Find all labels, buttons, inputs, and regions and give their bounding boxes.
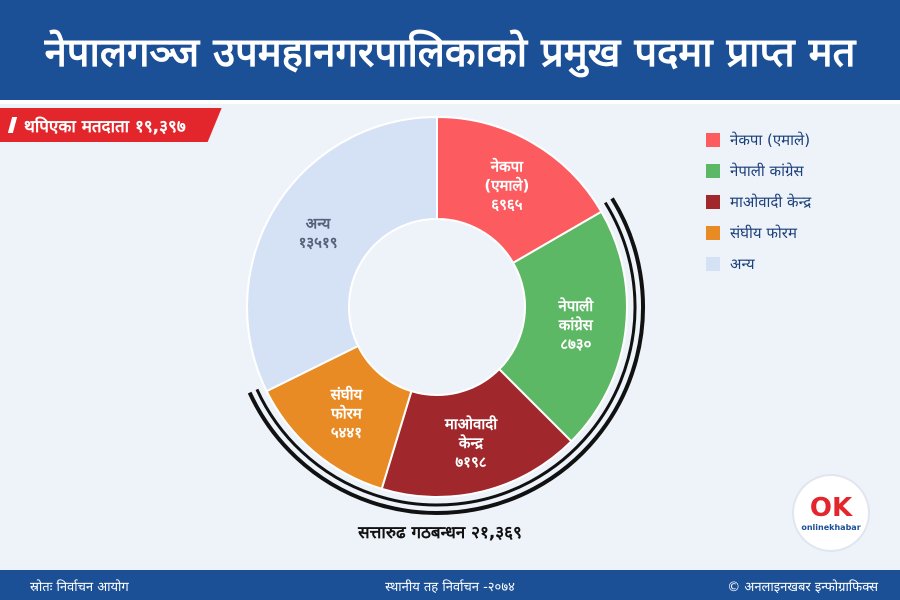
slice-others — [246, 115, 438, 393]
coalition-bracket-arc — [247, 197, 645, 515]
slice-label: संघीय फोरम ५४४१ — [330, 386, 364, 442]
onlinekhabar-logo: OK onlinekhabar — [794, 476, 868, 550]
page-title: नेपालगञ्ज उपमहानगरपालिकाको प्रमुख पदमा प… — [44, 29, 856, 76]
voters-banner: थपिएका मतदाता १९,३९७ — [0, 108, 222, 142]
header-divider — [0, 100, 900, 104]
footer-election: स्थानीय तह निर्वाचन -२०७४ — [385, 580, 515, 595]
logo-text: onlinekhabar — [801, 522, 861, 532]
legend-swatch — [706, 194, 720, 209]
coalition-bracket-arc — [255, 201, 637, 507]
slice-label: नेकपा (एमाले) ६९६५ — [484, 158, 529, 214]
slice-uml — [436, 115, 603, 265]
slice-label: अन्य १३५१९ — [299, 215, 338, 252]
slice-maoist — [380, 367, 573, 498]
coalition-total: सत्तारुढ गठबन्धन २१,३६९ — [358, 523, 522, 543]
footer-bar: स्रोतः निर्वाचन आयोग स्थानीय तह निर्वाचन… — [0, 570, 900, 600]
coalition-bracket — [247, 197, 645, 515]
legend-swatch — [706, 256, 720, 271]
footer-source: स्रोतः निर्वाचन आयोग — [30, 580, 129, 595]
legend-item: संघीय फोरम — [706, 217, 886, 248]
footer-credit: © अनलाइनखबर इन्फोग्राफिक्स — [727, 580, 878, 595]
legend-swatch — [706, 132, 720, 147]
legend-item: माओवादी केन्द्र — [706, 186, 886, 217]
chart-slice-labels: नेकपा (एमाले) ६९६५ नेपाली कांग्रेस ८७३० माओवाद… — [299, 158, 595, 471]
slice-label: माओवादी केन्द्र ७१९८ — [444, 415, 498, 471]
voters-banner-text: थपिएका मतदाता १९,३९७ — [24, 116, 186, 137]
chart-legend: नेकपा (एमाले) नेपाली कांग्रेस माओवादी के… — [706, 124, 886, 279]
legend-label: माओवादी केन्द्र — [730, 192, 812, 211]
legend-label: अन्य — [730, 254, 755, 273]
header-bar: नेपालगञ्ज उपमहानगरपालिकाको प्रमुख पदमा प… — [0, 0, 900, 100]
slice-label: नेपाली कांग्रेस ८७३० — [557, 297, 594, 353]
legend-item: नेपाली कांग्रेस — [706, 155, 886, 186]
legend-label: संघीय फोरम — [730, 223, 797, 242]
legend-swatch — [706, 163, 720, 178]
chart-slices — [246, 115, 628, 498]
legend-label: नेपाली कांग्रेस — [730, 161, 804, 180]
slice-congress — [497, 210, 628, 443]
legend-item: अन्य — [706, 248, 886, 279]
legend-swatch — [706, 225, 720, 240]
legend-label: नेकपा (एमाले) — [730, 130, 811, 149]
logo-mark: OK — [809, 492, 853, 523]
legend-item: नेकपा (एमाले) — [706, 124, 886, 155]
